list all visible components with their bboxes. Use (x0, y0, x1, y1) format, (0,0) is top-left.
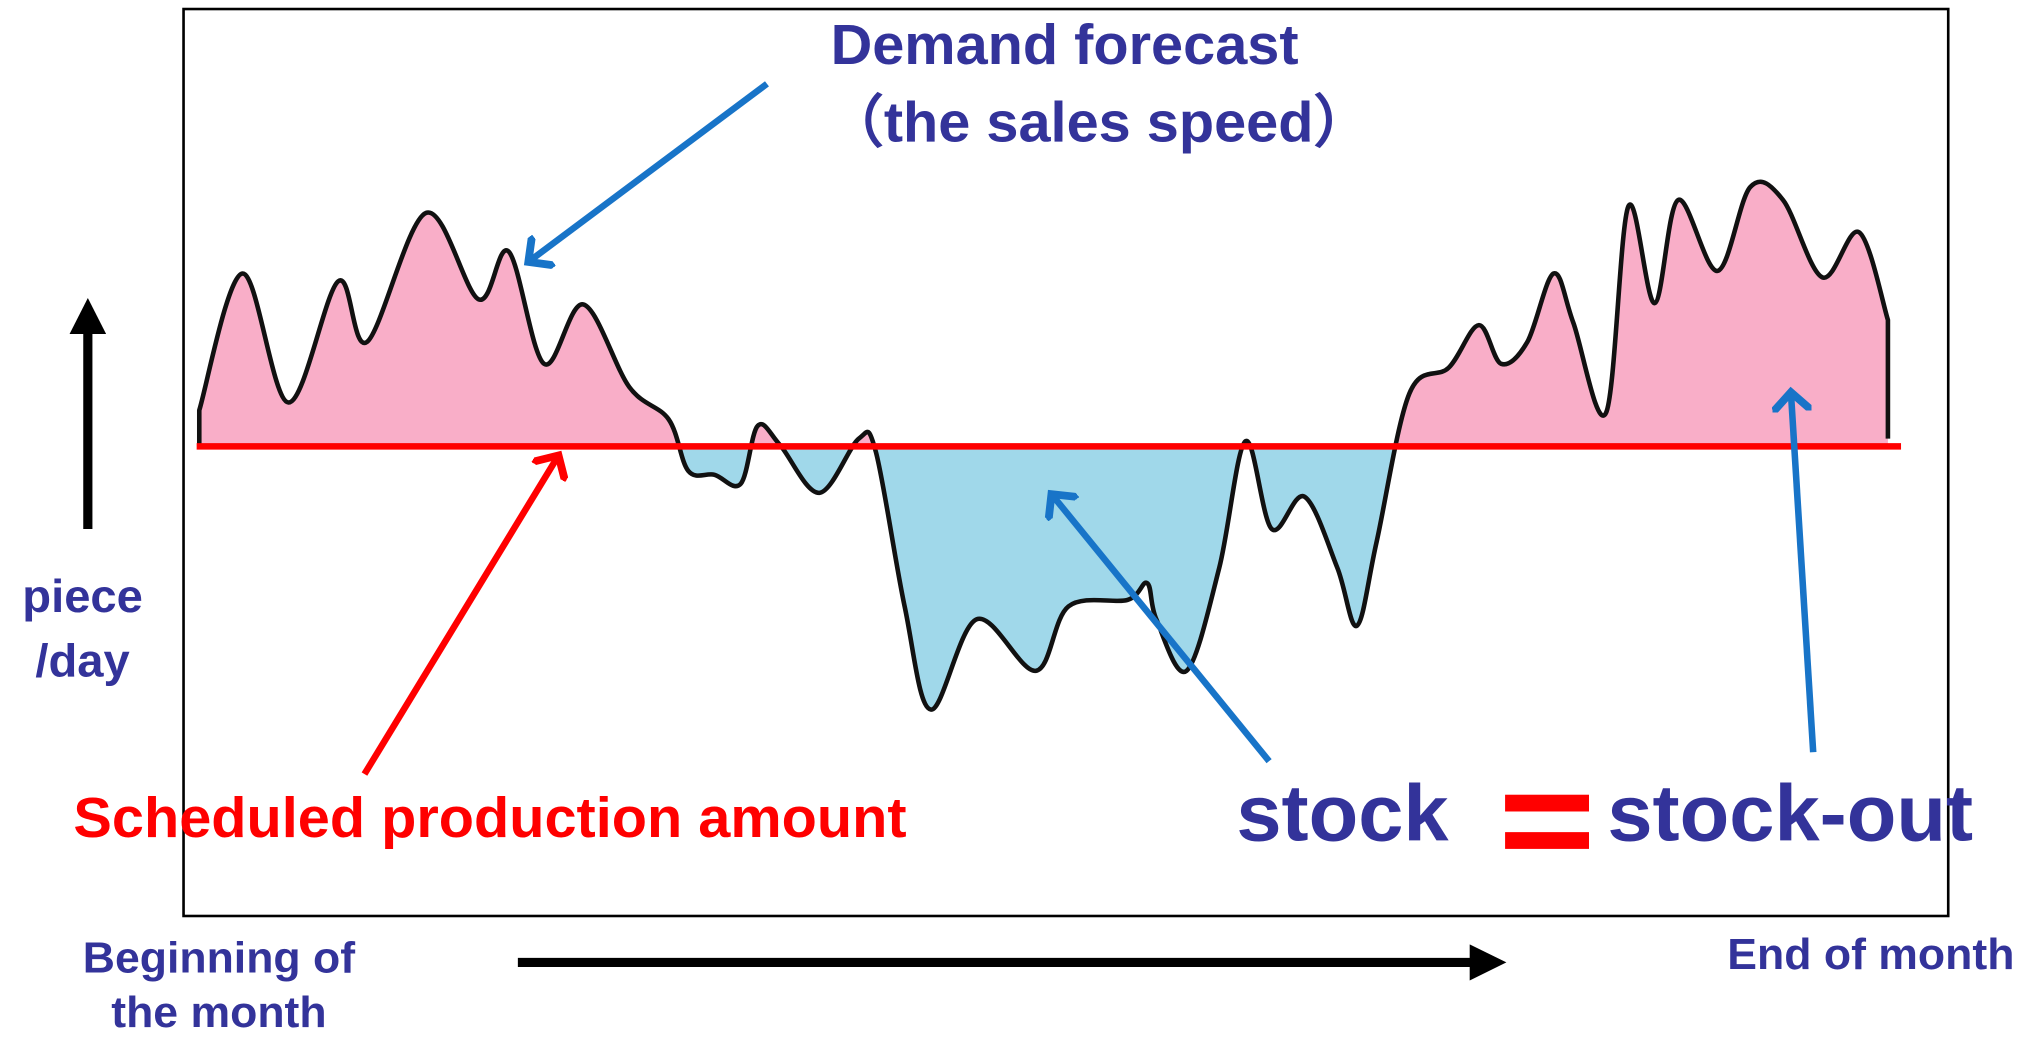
production-label: Scheduled production amount (73, 786, 906, 849)
arrow (528, 81, 769, 262)
arrow (361, 455, 558, 776)
equals-bar (1505, 832, 1589, 849)
title-line: （the sales speed） (826, 91, 1371, 154)
x-axis-start-label: the month (111, 988, 326, 1037)
frame (182, 7, 1950, 918)
equals-bar (1505, 794, 1589, 812)
title-line: Demand forecast (831, 13, 1299, 76)
x-axis-end-label: End of month (1727, 930, 2014, 979)
y-axis-label: /day (35, 635, 129, 687)
equation-right: stock-out (1607, 769, 1973, 858)
arrow (1051, 494, 1272, 764)
x-axis-start-label: Beginning of (83, 934, 356, 983)
equation-left: stock (1236, 769, 1448, 858)
arrow (1791, 392, 1817, 753)
excess-area (199, 181, 1888, 447)
shortfall-area (199, 446, 1888, 710)
y-axis-label: piece (22, 571, 143, 623)
demand-curve (196, 179, 1891, 712)
